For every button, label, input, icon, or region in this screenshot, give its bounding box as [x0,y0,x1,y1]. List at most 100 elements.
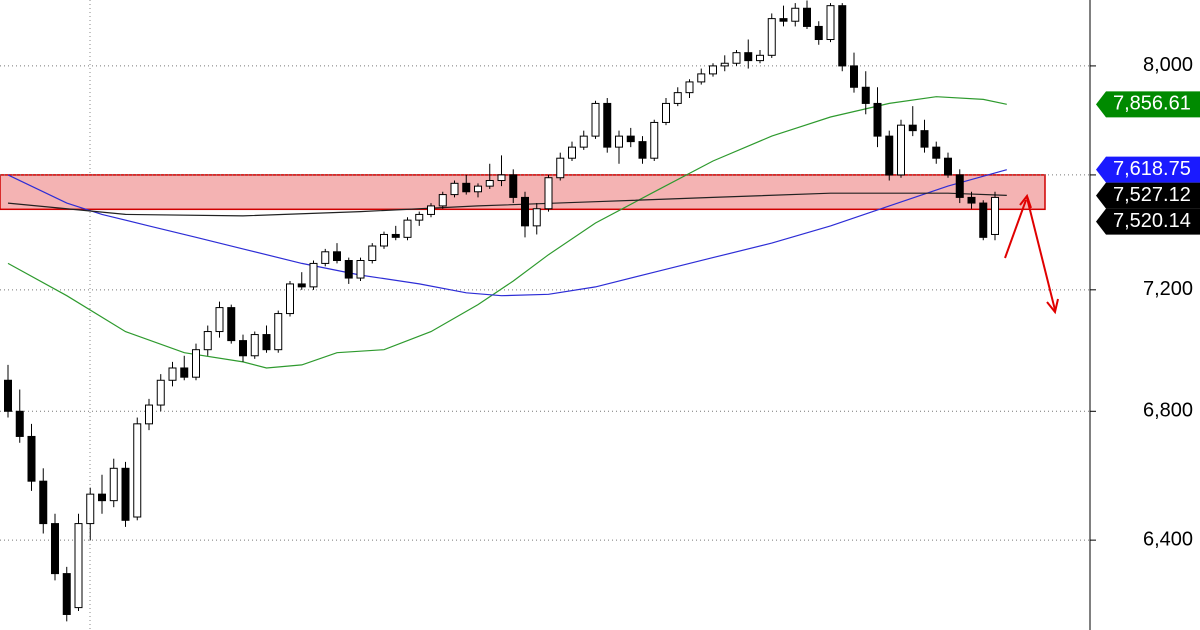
candle-body [532,208,541,227]
price-tag-label: 7,856.61 [1113,93,1191,115]
grid-layer [0,65,1090,541]
candle-body [485,180,494,187]
moving-average-line [7,96,1007,369]
candle-body [709,65,717,75]
candle-body [39,480,48,525]
candle-body [826,5,835,41]
candle-body [497,174,506,182]
candle-body [544,177,553,210]
candle-body [767,18,776,56]
candle-body [309,262,318,288]
candle-body [403,219,412,238]
y-tick-label: 6,800 [1143,400,1193,422]
candle-body [156,379,165,406]
candle-body [744,52,753,62]
candle-body [368,245,377,262]
candle-body [838,5,847,67]
candle-body [462,182,471,193]
price-tag [1096,156,1200,183]
candle-body [779,18,788,22]
candle-body [521,196,529,227]
candle-body [474,185,482,193]
candle-body [967,196,976,204]
candle-body [438,194,447,207]
candle-layer [4,0,999,622]
candle-body [145,404,153,425]
candle-body [979,202,988,238]
candle-body [955,174,964,198]
candle-body [944,157,952,176]
candle-body [380,233,388,247]
candle-body [98,493,106,502]
candle-body [626,135,635,143]
candle-body [450,182,459,196]
y-tick-label: 7,200 [1143,278,1193,300]
candle-body [579,135,588,148]
candle-body [344,260,353,279]
candle-body [509,174,518,198]
y-tick-label: 8,000 [1143,54,1193,76]
candle-body [814,25,823,41]
candle-body [568,146,576,159]
candle-body [650,121,659,159]
candle-body [133,423,142,518]
candle-body [180,367,189,378]
candle-body [803,7,811,27]
candle-body [239,340,247,357]
candle-body [897,124,905,176]
candle-body [109,467,118,502]
candle-body [991,196,999,235]
candle-body [15,410,24,437]
candle-body [356,260,365,279]
candle-body [673,92,682,104]
candle-body [168,367,177,381]
candle-body [51,523,59,575]
candle-body [685,81,694,94]
candle-body [697,73,706,83]
candle-body [662,102,670,123]
candle-body [391,233,400,238]
candle-body [603,102,612,148]
candle-body [615,135,623,148]
candle-body [638,141,647,159]
candle-body [62,573,71,615]
candle-body [27,435,36,482]
price-tag [1096,91,1200,118]
candle-body [286,283,294,315]
candle-body [203,331,212,351]
candle-body [427,205,435,215]
candle-body [250,334,259,357]
moving-average-line [7,169,1007,297]
line-layer [7,96,1007,369]
candle-body [121,467,130,521]
candle-body [321,251,330,264]
price-tag-label: 7,618.75 [1113,158,1191,180]
candle-body [873,102,882,137]
forecast-arrow [1004,193,1059,315]
candle-body [556,157,565,179]
candle-body [262,334,271,351]
price-tag [1096,182,1200,209]
candle-body [885,135,894,176]
candle-body [791,7,800,22]
candle-body [4,379,12,412]
candle-body [215,307,224,333]
candle-body [861,86,870,104]
candle-body [932,146,941,159]
candle-body [227,307,236,342]
candle-body [920,130,929,148]
candle-body [86,493,95,525]
tag-layer: 7,856.61 7,618.75 7,527.12 7,520.14 [1096,91,1200,235]
candle-body [333,251,341,262]
candle-body [732,52,741,64]
candle-body [297,283,306,288]
y-tick-label: 6,400 [1143,528,1193,550]
candle-body [415,213,424,221]
candle-body [192,349,200,378]
price-tag-label: 7,520.14 [1113,210,1191,232]
candle-body [274,313,283,351]
candle-body [756,54,764,62]
candle-body [850,65,858,88]
